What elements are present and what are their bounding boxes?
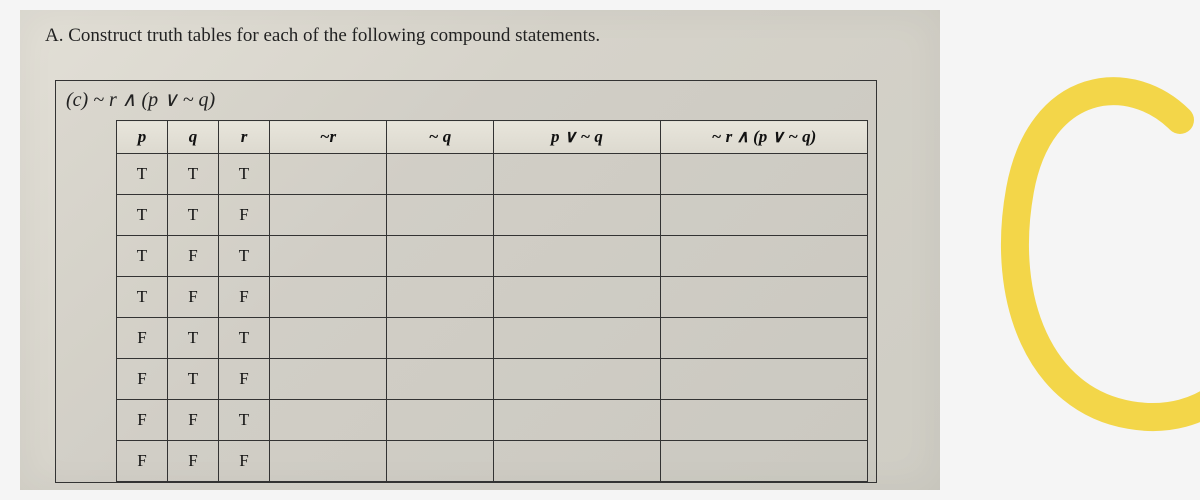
table-cell bbox=[661, 236, 868, 277]
table-row: TTF bbox=[117, 195, 868, 236]
col-header-r: r bbox=[219, 121, 270, 154]
table-cell bbox=[387, 400, 494, 441]
table-cell: T bbox=[168, 359, 219, 400]
table-cell: F bbox=[219, 277, 270, 318]
problem-c-label: (c) ~ r ∧ (p ∨ ~ q) bbox=[56, 81, 876, 120]
col-header-not-r: ~r bbox=[270, 121, 387, 154]
table-cell bbox=[270, 236, 387, 277]
table-row: FFF bbox=[117, 441, 868, 482]
table-cell bbox=[387, 236, 494, 277]
table-cell: F bbox=[168, 441, 219, 482]
col-header-p: p bbox=[117, 121, 168, 154]
table-cell bbox=[270, 359, 387, 400]
table-cell bbox=[494, 277, 661, 318]
table-cell: T bbox=[117, 236, 168, 277]
table-cell: F bbox=[117, 400, 168, 441]
table-row: FFT bbox=[117, 400, 868, 441]
table-cell bbox=[661, 277, 868, 318]
table-cell bbox=[270, 441, 387, 482]
table-cell bbox=[494, 318, 661, 359]
table-cell: F bbox=[117, 359, 168, 400]
table-cell bbox=[494, 359, 661, 400]
table-cell bbox=[270, 154, 387, 195]
table-cell: T bbox=[219, 154, 270, 195]
truth-table-body: TTTTTFTFTTFFFTTFTFFFTFFF bbox=[117, 154, 868, 482]
col-header-final: ~ r ∧ (p ∨ ~ q) bbox=[661, 121, 868, 154]
table-cell: F bbox=[117, 441, 168, 482]
table-cell bbox=[387, 318, 494, 359]
table-row: FTF bbox=[117, 359, 868, 400]
table-cell: F bbox=[168, 400, 219, 441]
table-cell bbox=[661, 359, 868, 400]
table-cell bbox=[270, 195, 387, 236]
instruction-text: A. Construct truth tables for each of th… bbox=[45, 25, 600, 47]
col-header-p-or-notq: p ∨ ~ q bbox=[494, 121, 661, 154]
worksheet-page: A. Construct truth tables for each of th… bbox=[20, 10, 940, 490]
table-cell: T bbox=[168, 318, 219, 359]
table-row: TFT bbox=[117, 236, 868, 277]
table-row: FTT bbox=[117, 318, 868, 359]
table-cell bbox=[494, 195, 661, 236]
table-header-row: p q r ~r ~ q p ∨ ~ q ~ r ∧ (p ∨ ~ q) bbox=[117, 121, 868, 154]
table-cell bbox=[494, 154, 661, 195]
table-cell: T bbox=[219, 236, 270, 277]
table-cell bbox=[494, 400, 661, 441]
table-cell bbox=[270, 400, 387, 441]
table-cell bbox=[387, 359, 494, 400]
table-cell: F bbox=[219, 441, 270, 482]
table-cell bbox=[270, 277, 387, 318]
col-header-q: q bbox=[168, 121, 219, 154]
table-cell: T bbox=[168, 154, 219, 195]
table-cell bbox=[661, 441, 868, 482]
table-cell bbox=[387, 154, 494, 195]
table-cell: T bbox=[219, 400, 270, 441]
table-cell bbox=[387, 195, 494, 236]
table-cell bbox=[387, 441, 494, 482]
table-row: TFF bbox=[117, 277, 868, 318]
table-cell: T bbox=[168, 195, 219, 236]
table-row: TTT bbox=[117, 154, 868, 195]
table-cell bbox=[387, 277, 494, 318]
table-cell bbox=[661, 318, 868, 359]
problem-c-box: (c) ~ r ∧ (p ∨ ~ q) p q r ~r ~ q p ∨ ~ q… bbox=[55, 80, 877, 483]
highlighter-c-mark bbox=[980, 60, 1200, 440]
table-cell: F bbox=[219, 359, 270, 400]
table-cell: T bbox=[117, 195, 168, 236]
table-cell bbox=[661, 400, 868, 441]
table-cell bbox=[494, 236, 661, 277]
col-header-not-q: ~ q bbox=[387, 121, 494, 154]
table-cell: F bbox=[168, 277, 219, 318]
table-cell: F bbox=[117, 318, 168, 359]
table-cell bbox=[661, 154, 868, 195]
table-cell bbox=[661, 195, 868, 236]
truth-table: p q r ~r ~ q p ∨ ~ q ~ r ∧ (p ∨ ~ q) TTT… bbox=[116, 120, 868, 482]
table-cell bbox=[270, 318, 387, 359]
table-cell: T bbox=[219, 318, 270, 359]
table-cell: F bbox=[168, 236, 219, 277]
table-cell: F bbox=[219, 195, 270, 236]
table-cell: T bbox=[117, 277, 168, 318]
table-cell bbox=[494, 441, 661, 482]
table-cell: T bbox=[117, 154, 168, 195]
